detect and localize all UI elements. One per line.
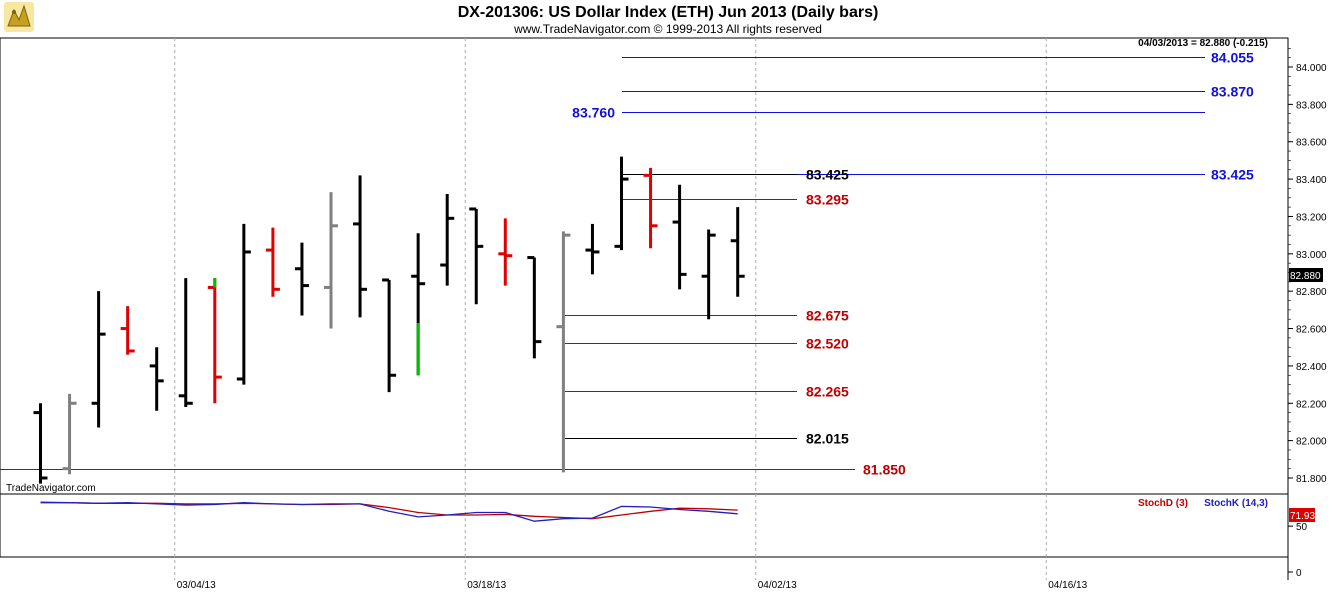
price-levels: 84.055 83.870 83.760 83.425 83.425 83.295 82.6… (0, 50, 1254, 478)
x-tick-label: 03/04/13 (177, 580, 216, 591)
chart-title: DX-201306: US Dollar Index (ETH) Jun 201… (458, 4, 879, 21)
copyright-text: www.TradeNavigator.com © 1999-2013 All r… (513, 22, 822, 36)
y-tick-label: 83.400 (1296, 175, 1327, 186)
y-tick-label: 82.000 (1296, 437, 1327, 448)
y-tick-label: 82.200 (1296, 399, 1327, 410)
stoch-tick-label: 0 (1296, 568, 1302, 579)
y-tick-label: 82.800 (1296, 287, 1327, 298)
grid (174, 38, 1047, 580)
y-tick-label: 82.600 (1296, 325, 1327, 336)
last-price-marker (1289, 268, 1323, 282)
stochk-legend: StochK (14,3) (1204, 498, 1268, 509)
last-price-label: 82.880 (1290, 271, 1321, 282)
y-tick-label: 83.000 (1296, 250, 1327, 261)
logo (4, 2, 34, 32)
level-label: 83.870 (1211, 84, 1254, 100)
y-tick-label: 81.800 (1296, 474, 1327, 485)
price-panel (0, 37, 1289, 495)
stochastic-lines: 50 0 (40, 501, 1308, 579)
x-tick-label: 03/18/13 (467, 580, 506, 591)
level-label: 82.675 (806, 308, 849, 324)
stoch-last-label: 71.93 (1290, 511, 1315, 522)
date-axis: 03/04/13 03/18/13 04/02/13 04/16/13 (177, 580, 1088, 591)
x-tick-label: 04/02/13 (758, 580, 797, 591)
level-label: 82.265 (806, 384, 849, 400)
y-tick-label: 83.800 (1296, 100, 1327, 111)
stoch-last-marker (1289, 508, 1315, 522)
level-label: 82.520 (806, 336, 849, 352)
level-label: 83.425 (806, 167, 849, 183)
level-label: 84.055 (1211, 50, 1254, 66)
x-tick-label: 04/16/13 (1048, 580, 1087, 591)
stochk-line (40, 502, 738, 522)
price-axis: 84.000 83.800 83.600 83.400 83.200 83.000 82.8… (1288, 48, 1327, 485)
last-value-info: 04/03/2013 = 82.880 (-0.215) (1138, 38, 1268, 49)
level-label: 83.760 (572, 105, 615, 121)
stoch-tick-label: 50 (1296, 522, 1308, 533)
level-label: 83.425 (1211, 167, 1254, 183)
y-tick-label: 83.600 (1296, 138, 1327, 149)
level-label: 82.015 (806, 431, 849, 447)
y-tick-label: 82.400 (1296, 362, 1327, 373)
bull-bear-logo-icon (4, 2, 34, 32)
price-bars (33, 156, 745, 484)
y-tick-label: 84.000 (1296, 63, 1327, 74)
y-tick-label: 83.200 (1296, 212, 1327, 223)
watermark-text: TradeNavigator.com (6, 483, 96, 494)
level-label: 81.850 (863, 462, 906, 478)
stochd-legend: StochD (3) (1138, 498, 1188, 509)
stochd-line (40, 501, 738, 520)
level-label: 83.295 (806, 192, 849, 208)
